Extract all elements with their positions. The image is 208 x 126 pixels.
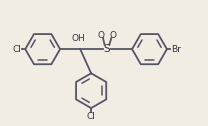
Text: OH: OH — [72, 34, 85, 43]
Text: Cl: Cl — [12, 45, 21, 54]
Text: S: S — [104, 44, 110, 54]
Text: O: O — [98, 31, 105, 40]
Text: Cl: Cl — [87, 112, 96, 121]
Text: O: O — [109, 31, 116, 40]
Text: Br: Br — [171, 45, 181, 54]
